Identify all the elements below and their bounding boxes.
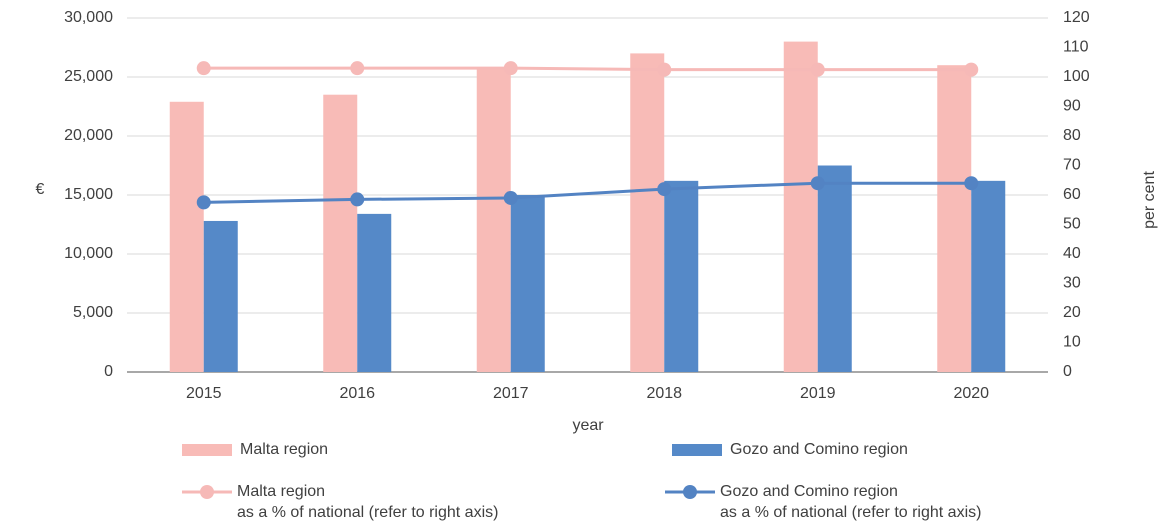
line-marker xyxy=(964,176,979,191)
y2-axis-label: per cent xyxy=(1141,171,1158,229)
line-marker xyxy=(657,62,672,77)
line-marker xyxy=(810,176,825,191)
bar xyxy=(664,180,699,372)
y2-tick-label: 100 xyxy=(1063,68,1090,85)
y2-tick-label: 60 xyxy=(1063,186,1081,203)
y-tick-label: 25,000 xyxy=(64,68,113,85)
legend-swatch xyxy=(683,485,697,499)
y2-tick-label: 40 xyxy=(1063,245,1081,262)
y2-tick-label: 10 xyxy=(1063,334,1081,351)
bar xyxy=(203,220,238,372)
x-tick-label: 2015 xyxy=(186,385,222,402)
line xyxy=(203,181,972,204)
y-tick-label: 30,000 xyxy=(64,9,113,26)
y2-tick-label: 110 xyxy=(1063,39,1089,56)
bar xyxy=(476,67,511,372)
bar xyxy=(357,213,392,372)
y-tick-label: 0 xyxy=(104,363,113,380)
line-marker xyxy=(503,61,518,76)
legend-swatch xyxy=(200,485,214,499)
y-tick-label: 10,000 xyxy=(64,245,113,262)
y2-tick-label: 80 xyxy=(1063,127,1081,144)
bar xyxy=(783,41,818,372)
bar xyxy=(971,180,1006,372)
bar xyxy=(817,165,852,372)
y-tick-label: 20,000 xyxy=(64,127,113,144)
line-marker xyxy=(196,195,211,210)
legend-label: Gozo and Comino region as a % of nationa… xyxy=(720,483,982,521)
y2-tick-label: 90 xyxy=(1063,98,1081,115)
x-tick-label: 2019 xyxy=(800,385,836,402)
legend-swatch xyxy=(672,444,722,456)
y2-tick-label: 0 xyxy=(1063,363,1072,380)
line-marker xyxy=(350,61,365,76)
x-tick-label: 2018 xyxy=(646,385,682,402)
bar xyxy=(630,53,665,373)
x-tick-label: 2017 xyxy=(493,385,529,402)
bar xyxy=(169,101,204,372)
legend-label: Malta region as a % of national (refer t… xyxy=(237,483,499,521)
x-axis-label: year xyxy=(572,417,604,434)
line-marker xyxy=(196,61,211,76)
line-marker xyxy=(350,192,365,207)
y-axis-label: € xyxy=(36,181,45,198)
bar xyxy=(323,94,358,372)
legend-swatch xyxy=(182,444,232,456)
x-tick-label: 2020 xyxy=(953,385,989,402)
line-marker xyxy=(657,182,672,197)
y-tick-label: 5,000 xyxy=(73,304,113,321)
y2-tick-label: 30 xyxy=(1063,275,1081,292)
line-marker xyxy=(964,62,979,77)
bar xyxy=(510,195,545,372)
y2-tick-label: 70 xyxy=(1063,157,1081,174)
y2-tick-label: 20 xyxy=(1063,304,1081,321)
y-tick-label: 15,000 xyxy=(64,186,113,203)
y2-tick-label: 50 xyxy=(1063,216,1081,233)
legend-label: Gozo and Comino region xyxy=(730,441,908,458)
legend-label: Malta region xyxy=(240,441,329,458)
line xyxy=(203,66,972,72)
y2-tick-label: 120 xyxy=(1063,9,1090,26)
bar xyxy=(937,65,972,372)
line-marker xyxy=(810,62,825,77)
x-tick-label: 2016 xyxy=(339,385,375,402)
line-marker xyxy=(503,190,518,205)
